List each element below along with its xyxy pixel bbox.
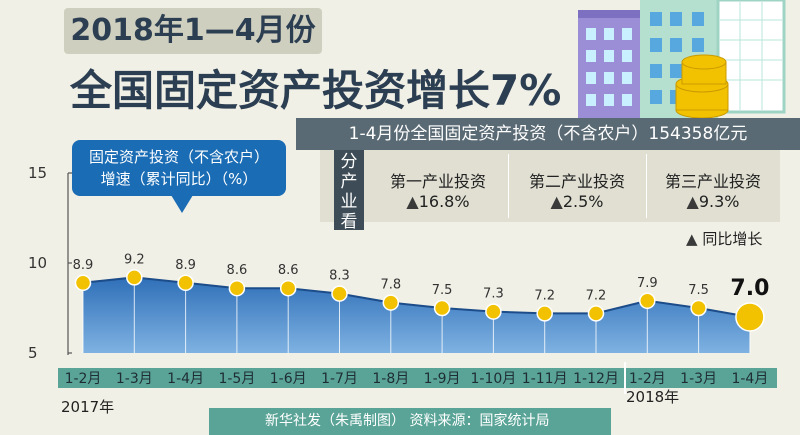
x-tick-label: 1-7月 bbox=[321, 371, 358, 387]
x-tick-label: 1-10月 bbox=[471, 371, 517, 387]
data-point bbox=[228, 279, 246, 297]
data-point bbox=[639, 292, 656, 310]
legend: ▲ 同比增长 bbox=[686, 228, 762, 249]
data-label: 9.2 bbox=[124, 252, 145, 267]
x-axis-band-2017 bbox=[58, 368, 626, 388]
x-axis-band-2018 bbox=[625, 368, 777, 388]
data-point bbox=[735, 302, 765, 332]
data-label: 7.9 bbox=[637, 276, 658, 291]
data-label: 8.3 bbox=[329, 269, 350, 284]
up-triangle-icon: ▲ bbox=[550, 192, 563, 211]
industry-divider bbox=[508, 154, 509, 218]
data-point bbox=[126, 269, 143, 286]
data-point bbox=[331, 285, 348, 302]
data-label: 8.6 bbox=[227, 263, 248, 278]
industry-primary-name: 第一产业投资 bbox=[389, 172, 486, 191]
industry-secondary-name: 第二产业投资 bbox=[528, 172, 625, 191]
y-tick-label: 15 bbox=[28, 164, 47, 182]
x-tick-label: 1-4月 bbox=[167, 371, 204, 387]
x-tick-label: 1-3月 bbox=[116, 371, 153, 387]
x-tick-label: 1-6月 bbox=[270, 371, 307, 387]
data-point bbox=[279, 279, 297, 297]
industry-secondary-value: ▲2.5% bbox=[550, 192, 604, 211]
total-investment-banner: 1-4月份全国固定资产投资（不含农户）154358亿元 bbox=[296, 118, 800, 150]
data-label: 7.3 bbox=[483, 287, 504, 302]
data-point bbox=[177, 274, 194, 292]
data-label: 8.9 bbox=[73, 258, 94, 273]
x-tick-label: 1-4月 bbox=[731, 371, 768, 387]
source-footer: 新华社发（朱禹制图） 资料来源：国家统计局 bbox=[209, 408, 611, 435]
up-triangle-icon: ▲ bbox=[686, 230, 698, 248]
up-triangle-icon: ▲ bbox=[686, 192, 699, 211]
year-label-2018: 2018年 bbox=[626, 388, 680, 406]
x-tick-label: 1-3月 bbox=[680, 371, 717, 387]
data-label: 7.2 bbox=[586, 288, 607, 303]
industry-divider bbox=[646, 154, 647, 218]
industry-panel bbox=[320, 150, 780, 222]
x-tick-label: 1-5月 bbox=[218, 371, 255, 387]
data-point bbox=[74, 274, 92, 292]
up-triangle-icon: ▲ bbox=[406, 192, 419, 211]
title-line-1: 2018年1—4月份 bbox=[64, 8, 322, 54]
series-line bbox=[82, 276, 751, 318]
chart-title-bubble: 固定资产投资（不含农户） 增速（累计同比）（%） bbox=[72, 140, 286, 196]
data-label: 7.2 bbox=[534, 288, 555, 303]
x-tick-label: 1-12月 bbox=[573, 371, 619, 387]
category-label: 分产业看 bbox=[334, 150, 364, 232]
area-fill bbox=[83, 277, 750, 353]
data-point bbox=[382, 294, 400, 311]
year-label-2017: 2017年 bbox=[61, 398, 115, 416]
data-label: 8.6 bbox=[278, 263, 299, 278]
industry-tertiary-value: ▲9.3% bbox=[686, 192, 740, 211]
chart-title-line-2: 增速（累计同比）（%） bbox=[100, 170, 258, 188]
legend-label: 同比增长 bbox=[702, 230, 763, 248]
data-label: 8.9 bbox=[175, 258, 196, 273]
title-line-2: 全国固定资产投资增长7% bbox=[70, 66, 562, 115]
x-tick-label: 1-11月 bbox=[522, 371, 568, 387]
x-tick-label: 1-2月 bbox=[65, 371, 102, 387]
data-label: 7.5 bbox=[688, 283, 709, 298]
data-point bbox=[536, 305, 553, 322]
y-tick-label: 5 bbox=[28, 344, 38, 362]
bubble-pointer bbox=[171, 195, 193, 213]
data-label: 7.0 bbox=[730, 276, 769, 301]
data-label: 7.5 bbox=[432, 283, 453, 298]
data-point bbox=[587, 305, 605, 322]
x-tick-label: 1-9月 bbox=[424, 371, 461, 387]
data-point bbox=[485, 303, 502, 320]
y-tick-label: 10 bbox=[28, 254, 47, 272]
data-point bbox=[690, 299, 707, 317]
chart-title-line-1: 固定资产投资（不含农户） bbox=[88, 148, 269, 166]
x-tick-label: 1-8月 bbox=[372, 371, 409, 387]
data-label: 7.8 bbox=[380, 278, 401, 293]
industry-tertiary-name: 第三产业投资 bbox=[664, 172, 761, 191]
building-illustration-icon bbox=[578, 0, 786, 120]
industry-primary-value: ▲16.8% bbox=[406, 192, 470, 211]
data-point bbox=[433, 299, 451, 317]
x-tick-label: 1-2月 bbox=[629, 371, 666, 387]
